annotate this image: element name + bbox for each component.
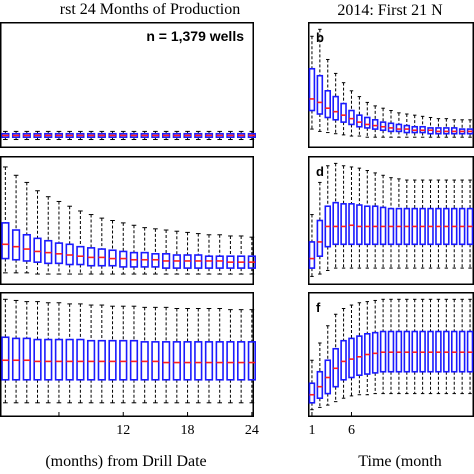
panel-c-box-4-iqr xyxy=(33,237,42,263)
left-xlabel: (months) from Drill Date xyxy=(45,453,206,470)
panel-e-box-11-iqr xyxy=(108,339,117,381)
panel-c-box-1-iqr xyxy=(1,222,10,260)
panel-e-box-24-iqr xyxy=(247,341,256,381)
panel-c xyxy=(0,156,256,285)
panel-b: b xyxy=(308,22,474,148)
panel-b-label: b xyxy=(316,30,324,45)
left-heading: rst 24 Months of Production xyxy=(60,1,240,18)
panel-e-box-5-iqr xyxy=(44,338,53,381)
panel-e-box-6-iqr xyxy=(54,338,64,381)
panel-f-xtick-label-6: 6 xyxy=(348,423,355,438)
panel-d-box-9-iqr xyxy=(371,205,379,246)
panel-b-box-4-iqr xyxy=(332,95,339,121)
panel-d-label: d xyxy=(316,164,324,179)
panel-c-box-3-iqr xyxy=(22,233,31,262)
panel-e-xtick-label-18: 18 xyxy=(181,423,195,438)
panel-f-box-6-iqr xyxy=(348,337,355,379)
panel-d-box-8-iqr xyxy=(364,205,371,246)
panel-e-box-10-iqr xyxy=(97,339,106,381)
panel-e-box-22-iqr xyxy=(226,341,235,381)
panel-c-box-2-iqr xyxy=(11,229,21,261)
panel-a xyxy=(0,22,256,148)
panel-e-box-17-iqr xyxy=(172,341,181,381)
panel-d-box-1-iqr xyxy=(308,241,316,269)
panel-b-box-5-iqr xyxy=(340,102,347,123)
panel-e-box-9-iqr xyxy=(86,339,96,381)
panel-d-box-2-iqr xyxy=(316,219,324,258)
panel-f-box-5-iqr xyxy=(340,339,347,381)
panel-b-box-9-iqr xyxy=(371,119,379,130)
panel-d-box-4-iqr xyxy=(332,201,339,246)
panel-d: d xyxy=(308,156,474,285)
panel-f-box-1-iqr xyxy=(308,382,316,404)
panel-b-box-7-iqr xyxy=(356,114,363,128)
n-wells-annotation: n = 1,379 wells xyxy=(146,28,244,44)
panel-e-box-12-iqr xyxy=(119,339,128,381)
panel-e-box-13-iqr xyxy=(129,339,139,381)
panel-d-box-5-iqr xyxy=(340,203,347,246)
right-xlabel: Time (month xyxy=(358,453,441,470)
panel-f-xtick-label-1: 1 xyxy=(308,423,315,438)
panel-d-box-6-iqr xyxy=(348,203,355,246)
panel-c-frame xyxy=(0,156,254,285)
panel-e-xtick-label-24: 24 xyxy=(245,423,259,438)
panel-b-box-2-iqr xyxy=(316,74,324,115)
panel-c-box-21-iqr xyxy=(215,255,224,269)
panel-b-box-3-iqr xyxy=(324,90,332,119)
panel-e-box-16-iqr xyxy=(161,341,171,381)
panel-f: f 1 6 xyxy=(308,292,474,438)
panel-e-box-23-iqr xyxy=(237,341,246,381)
panel-b-box-6-iqr xyxy=(348,109,355,126)
panel-e: 12 18 24 xyxy=(0,292,259,438)
panel-e-box-20-iqr xyxy=(204,341,214,381)
panel-e-box-21-iqr xyxy=(215,341,224,381)
panel-e-xtick-label-12: 12 xyxy=(116,423,130,438)
panel-e-box-1-iqr xyxy=(1,336,10,381)
panel-b-box-12-iqr xyxy=(395,123,403,133)
panel-f-box-7-iqr xyxy=(356,335,363,377)
panel-f-box-2-iqr xyxy=(316,370,324,400)
panel-d-box-7-iqr xyxy=(356,204,363,246)
panel-e-box-3-iqr xyxy=(22,337,31,381)
panel-e-box-7-iqr xyxy=(65,338,74,381)
panel-e-frame xyxy=(0,292,254,417)
right-heading: 2014: First 21 N xyxy=(337,2,443,19)
panel-b-box-1-iqr xyxy=(308,67,316,112)
panel-e-box-8-iqr xyxy=(76,338,85,381)
panel-e-box-19-iqr xyxy=(194,341,203,381)
panel-a-frame xyxy=(0,22,254,148)
panel-f-label: f xyxy=(316,300,321,315)
panel-e-box-2-iqr xyxy=(11,337,21,381)
panel-e-box-4-iqr xyxy=(33,338,42,381)
panel-c-box-20-iqr xyxy=(204,255,214,269)
panel-b-box-8-iqr xyxy=(364,116,371,129)
panel-e-box-18-iqr xyxy=(183,341,192,381)
panels-group: b d 12 18 24 f 1 6 xyxy=(0,22,474,438)
